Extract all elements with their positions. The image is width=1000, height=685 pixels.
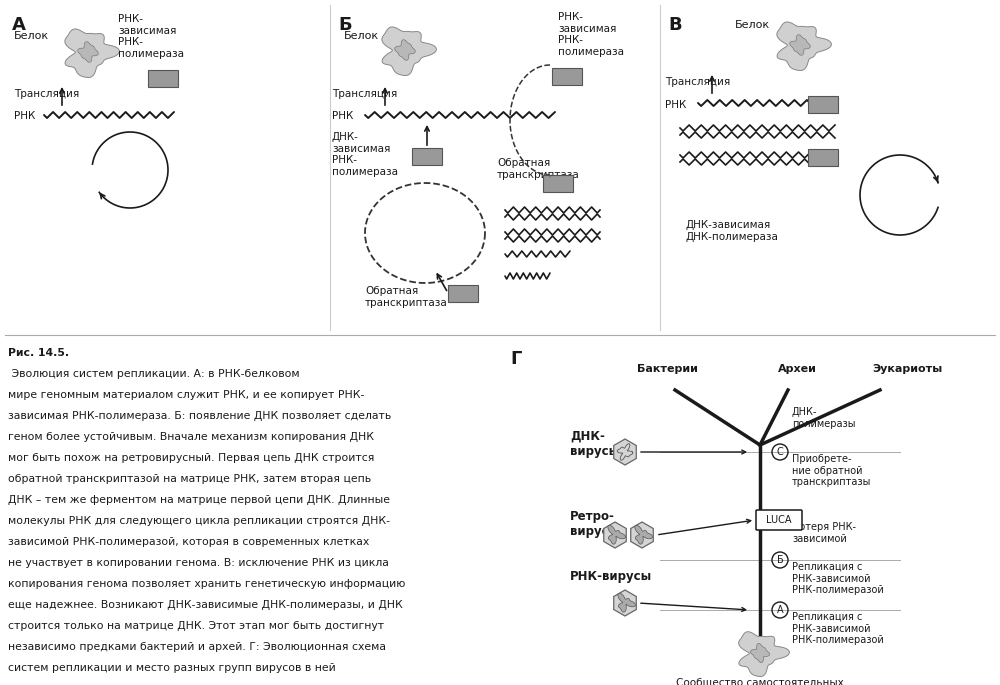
Text: не участвует в копировании генома. В: исключение РНК из цикла: не участвует в копировании генома. В: ис… (8, 558, 389, 568)
Text: Приобрете-
ние обратной
транскриптазы: Приобрете- ние обратной транскриптазы (792, 454, 871, 487)
Polygon shape (395, 40, 415, 60)
Text: еще надежнее. Возникают ДНК-зависимые ДНК-полимеразы, и ДНК: еще надежнее. Возникают ДНК-зависимые ДН… (8, 600, 403, 610)
Text: мире геномным материалом служит РНК, и ее копирует РНК-: мире геномным материалом служит РНК, и е… (8, 390, 364, 400)
Bar (808, 96, 838, 113)
Text: Репликация с
РНК-зависимой
РНК-полимеразой: Репликация с РНК-зависимой РНК-полимераз… (792, 562, 884, 595)
Text: копирования генома позволяет хранить генетическую информацию: копирования генома позволяет хранить ген… (8, 579, 405, 589)
Text: мог быть похож на ретровирусный. Первая цепь ДНК строится: мог быть похож на ретровирусный. Первая … (8, 453, 374, 463)
Text: Г: Г (510, 350, 521, 368)
Text: Обратная
транскриптаза: Обратная транскриптаза (365, 286, 448, 308)
Text: молекулы РНК для следующего цикла репликации строятся ДНК-: молекулы РНК для следующего цикла реплик… (8, 516, 390, 526)
Text: зависимая РНК-полимераза. Б: появление ДНК позволяет сделать: зависимая РНК-полимераза. Б: появление Д… (8, 411, 391, 421)
Text: систем репликации и место разных групп вирусов в ней: систем репликации и место разных групп в… (8, 663, 336, 673)
Polygon shape (604, 522, 626, 548)
Text: РНК-
зависимая
РНК-
полимераза: РНК- зависимая РНК- полимераза (118, 14, 184, 59)
Text: А: А (777, 605, 783, 615)
Polygon shape (790, 35, 810, 55)
Polygon shape (65, 29, 119, 77)
Text: зависимой РНК-полимеразой, которая в современных клетках: зависимой РНК-полимеразой, которая в сов… (8, 537, 369, 547)
Text: обратной транскриптазой на матрице РНК, затем вторая цепь: обратной транскриптазой на матрице РНК, … (8, 474, 371, 484)
Polygon shape (631, 522, 653, 548)
Text: РНК-вирусы: РНК-вирусы (570, 570, 652, 583)
Text: LUCA: LUCA (766, 515, 792, 525)
Polygon shape (78, 42, 98, 62)
Text: строится только на матрице ДНК. Этот этап мог быть достигнут: строится только на матрице ДНК. Этот эта… (8, 621, 384, 631)
Text: ДНК – тем же ферментом на матрице первой цепи ДНК. Длинные: ДНК – тем же ферментом на матрице первой… (8, 495, 390, 505)
Polygon shape (608, 525, 625, 544)
Text: Трансляция: Трансляция (332, 89, 397, 99)
Text: Потеря РНК-
зависимой: Потеря РНК- зависимой (792, 522, 856, 544)
Text: Репликация с
РНК-зависимой
РНК-полимеразой: Репликация с РНК-зависимой РНК-полимераз… (792, 612, 884, 645)
Text: Археи: Археи (778, 364, 817, 374)
Text: Белок: Белок (344, 31, 379, 41)
Text: Трансляция: Трансляция (14, 89, 79, 99)
Polygon shape (614, 590, 636, 616)
Text: ДНК-зависимая
ДНК-полимераза: ДНК-зависимая ДНК-полимераза (685, 220, 778, 242)
Text: Б: Б (338, 16, 352, 34)
Text: Бактерии: Бактерии (637, 364, 698, 374)
Polygon shape (382, 27, 436, 75)
Bar (412, 148, 442, 165)
Text: РНК: РНК (14, 111, 35, 121)
Text: Обратная
транскриптаза: Обратная транскриптаза (497, 158, 580, 179)
Text: Б: Б (777, 555, 783, 565)
Text: РНК: РНК (665, 100, 686, 110)
Polygon shape (777, 22, 831, 71)
Text: ДНК-
зависимая
РНК-
полимераза: ДНК- зависимая РНК- полимераза (332, 132, 398, 177)
Text: независимо предками бактерий и архей. Г: Эволюционная схема: независимо предками бактерий и архей. Г:… (8, 642, 386, 652)
Text: Трансляция: Трансляция (665, 77, 730, 87)
Text: Ретро-
вирусы: Ретро- вирусы (570, 510, 619, 538)
Text: РНК-
зависимая
РНК-
полимераза: РНК- зависимая РНК- полимераза (558, 12, 624, 57)
Text: А: А (12, 16, 26, 34)
Text: ДНК-
полимеразы: ДНК- полимеразы (792, 407, 856, 429)
Text: Белок: Белок (735, 20, 770, 30)
FancyBboxPatch shape (756, 510, 802, 530)
Polygon shape (614, 439, 636, 465)
Bar (148, 70, 178, 87)
Bar (448, 285, 478, 302)
Text: С: С (777, 447, 783, 457)
Polygon shape (635, 525, 652, 544)
Text: геном более устойчивым. Вначале механизм копирования ДНК: геном более устойчивым. Вначале механизм… (8, 432, 374, 442)
Polygon shape (750, 643, 770, 662)
Text: РНК: РНК (332, 111, 353, 121)
Bar (543, 175, 573, 192)
Text: ДНК-
вирусы: ДНК- вирусы (570, 430, 619, 458)
Text: Эукариоты: Эукариоты (872, 364, 942, 374)
Text: Сообщество самостоятельных
генетических РНК-элементов: Сообщество самостоятельных генетических … (676, 678, 844, 685)
Text: Рис. 14.5.: Рис. 14.5. (8, 348, 69, 358)
Polygon shape (739, 632, 789, 677)
Bar (808, 149, 838, 166)
Polygon shape (618, 593, 635, 612)
Text: Эволюция систем репликации. А: в РНК-белковом: Эволюция систем репликации. А: в РНК-бел… (8, 369, 300, 379)
Bar (552, 68, 582, 85)
Text: В: В (668, 16, 682, 34)
Text: Белок: Белок (14, 31, 49, 41)
